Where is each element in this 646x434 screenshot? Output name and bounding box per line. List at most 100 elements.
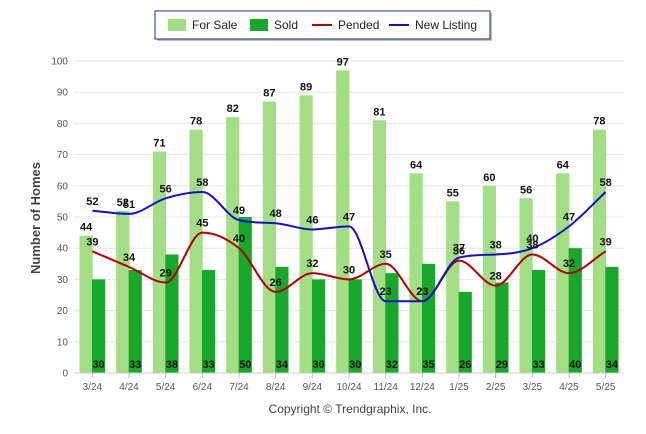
- y-tick-label: 40: [57, 244, 69, 255]
- sold-value-label: 40: [569, 359, 581, 371]
- copyright-footer: Copyright © Trendgraphix, Inc.: [269, 402, 432, 416]
- x-tick-label: 10/24: [336, 382, 361, 393]
- sold-value-label: 29: [496, 359, 508, 371]
- x-tick-label: 5/24: [156, 382, 176, 393]
- sold-bar: [348, 279, 362, 373]
- for-sale-legend-label: For Sale: [192, 18, 238, 32]
- x-tick-label: 8/24: [266, 382, 286, 393]
- sold-bar: [91, 279, 106, 373]
- for-sale-value-label: 78: [593, 116, 605, 128]
- new-listing-value-label: 49: [233, 205, 245, 217]
- for-sale-value-label: 97: [337, 56, 349, 68]
- for-sale-bar: [482, 185, 497, 373]
- new-listing-value-label: 46: [306, 214, 318, 226]
- pended-value-label: 35: [380, 249, 392, 261]
- pended-value-label: 39: [600, 236, 612, 248]
- x-tick-label: 3/25: [523, 382, 543, 393]
- y-tick-label: 80: [57, 119, 69, 130]
- labels-layer: 44 52 71 78 82 87 89 97 81 64 55 60 56 64 78 30 33 38 33 50…: [80, 56, 619, 371]
- for-sale-value-label: 82: [227, 103, 239, 115]
- sold-bar: [531, 270, 546, 373]
- new-listing-value-label: 37: [453, 243, 465, 255]
- new-listing-value-label: 23: [416, 286, 428, 298]
- for-sale-bar: [152, 151, 167, 373]
- pended-value-label: 32: [306, 258, 318, 270]
- sold-value-label: 50: [239, 359, 251, 371]
- for-sale-value-label: 44: [80, 222, 93, 234]
- y-axis-title: Number of Homes: [28, 162, 43, 274]
- sold-bar: [201, 270, 216, 373]
- x-tick-label: 7/24: [229, 382, 249, 393]
- y-tick-label: 20: [57, 306, 69, 317]
- for-sale-value-label: 52: [117, 197, 129, 209]
- pended-value-label: 29: [160, 268, 172, 280]
- sold-bar: [605, 266, 619, 373]
- legend: For Sale Sold Pended New Listing: [154, 10, 492, 41]
- for-sale-bar: [262, 101, 277, 373]
- x-tick-label: 9/24: [303, 382, 323, 393]
- pended-line: [91, 231, 607, 303]
- x-tick-label: 3/24: [83, 382, 103, 393]
- new-listing-value-label: 47: [343, 211, 355, 223]
- for-sale-value-label: 64: [557, 159, 570, 171]
- new-listing-value-label: 47: [563, 211, 575, 223]
- lines-layer: [91, 191, 607, 303]
- for-sale-value-label: 89: [300, 81, 312, 93]
- sold-value-label: 30: [349, 359, 361, 371]
- pended-value-label: 32: [563, 258, 575, 270]
- sold-bar: [458, 291, 472, 373]
- sold-value-label: 30: [312, 359, 324, 371]
- x-tick-label: 4/25: [559, 382, 579, 393]
- bars-layer: [79, 70, 619, 374]
- x-tick-label: 5/25: [596, 382, 616, 393]
- sold-value-label: 33: [202, 359, 214, 371]
- sold-bar: [385, 273, 399, 373]
- for-sale-bar: [519, 198, 533, 373]
- new-listing-value-label: 51: [123, 199, 135, 211]
- sold-value-label: 26: [459, 359, 471, 371]
- pended-value-label: 45: [196, 218, 208, 230]
- for-sale-bar: [409, 173, 423, 373]
- sold-bar: [165, 254, 179, 373]
- axes-layer: 0 10 20 30 40 50 60 70 80 90 100 3/24 4/24 5/24 6/24 7/…: [51, 57, 624, 393]
- sold-bar: [568, 248, 582, 373]
- new-listing-line: [92, 191, 607, 303]
- y-tick-label: 70: [57, 150, 69, 161]
- sold-legend-swatch: [250, 19, 268, 31]
- for-sale-bar: [299, 95, 313, 373]
- sold-value-label: 35: [422, 359, 434, 371]
- x-tick-label: 4/24: [119, 382, 139, 393]
- sold-value-label: 30: [92, 359, 104, 371]
- for-sale-value-label: 56: [520, 184, 532, 196]
- new-listing-value-label: 40: [526, 233, 538, 245]
- for-sale-value-label: 78: [190, 116, 202, 128]
- sold-legend-label: Sold: [274, 18, 298, 32]
- y-tick-label: 30: [57, 275, 69, 286]
- for-sale-value-label: 64: [410, 159, 423, 171]
- pended-value-label: 39: [86, 236, 98, 248]
- pended-value-label: 34: [123, 252, 136, 264]
- y-tick-label: 10: [57, 337, 69, 348]
- for-sale-bar: [336, 70, 350, 374]
- pended-value-label: 23: [416, 286, 428, 298]
- sold-value-label: 33: [532, 359, 544, 371]
- pended-value-label: 28: [490, 271, 502, 283]
- new-listing-legend-label: New Listing: [415, 18, 477, 32]
- y-tick-label: 0: [62, 369, 68, 380]
- new-listing-value-label: 48: [270, 208, 282, 220]
- for-sale-bar: [226, 117, 240, 373]
- x-tick-label: 6/24: [193, 382, 213, 393]
- for-sale-value-label: 71: [153, 137, 165, 149]
- new-listing-value-label: 58: [196, 177, 208, 189]
- x-tick-label: 2/25: [486, 382, 506, 393]
- for-sale-bar: [189, 129, 203, 373]
- sold-bar: [421, 263, 436, 373]
- y-tick-label: 100: [51, 57, 68, 68]
- x-tick-label: 1/25: [449, 382, 469, 393]
- y-tick-label: 50: [57, 213, 69, 224]
- sold-value-label: 34: [276, 359, 289, 371]
- x-tick-label: 12/24: [410, 382, 435, 393]
- for-sale-bar: [79, 235, 93, 373]
